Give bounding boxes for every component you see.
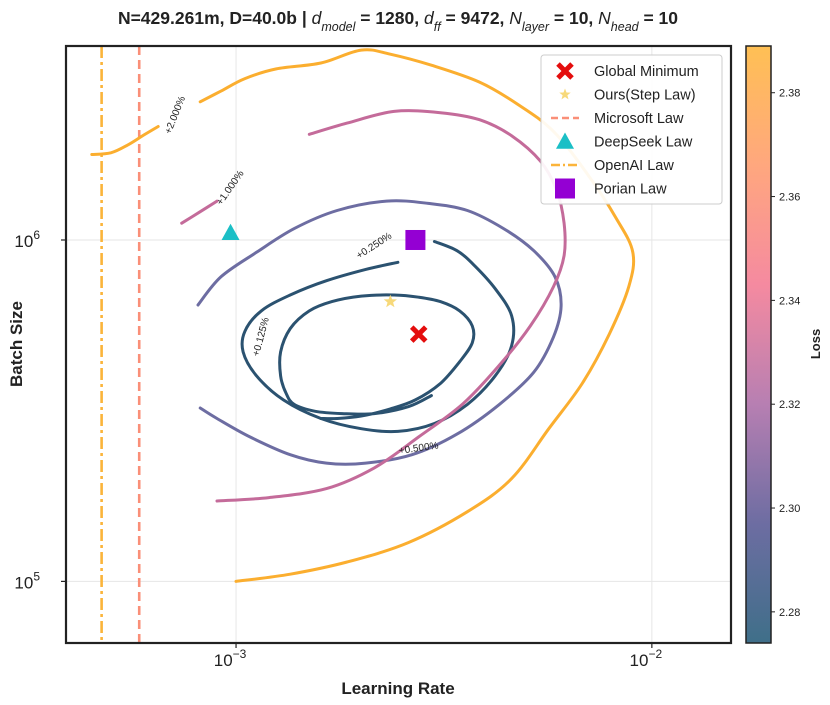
- colorbar-tick-label: 2.36: [779, 192, 800, 204]
- chart-title: N=429.261m, D=40.0b | dmodel = 1280, dff…: [118, 8, 678, 34]
- x-tick-label: 10−2: [630, 647, 663, 670]
- colorbar-tick-label: 2.38: [779, 88, 800, 100]
- global-minimum-marker: [409, 325, 428, 343]
- contour-label-1000: +1.000%: [215, 169, 247, 208]
- colorbar-tick-label: 2.30: [779, 503, 800, 515]
- legend-label: DeepSeek Law: [594, 135, 693, 151]
- porian-law-marker: [405, 229, 426, 250]
- legend: Global Minimum Ours(Step Law) Microsoft La…: [540, 54, 723, 205]
- contour-label-0125: +0.125%: [251, 316, 272, 357]
- contour-line-0500: [196, 199, 563, 466]
- legend-label: Global Minimum: [594, 64, 699, 80]
- contour-line-1000: [215, 109, 567, 503]
- contour-label-0500: +0.500%: [398, 440, 439, 456]
- legend-marker-ours-step-law-: [559, 88, 571, 100]
- x-tick-label: 10−3: [214, 647, 247, 670]
- legend-label: OpenAI Law: [594, 158, 674, 174]
- contour-line-0250: [240, 240, 516, 434]
- x-axis-label: Learning Rate: [341, 679, 454, 698]
- legend-marker-deepseek-law: [556, 132, 574, 149]
- colorbar-gradient: [745, 45, 772, 644]
- y-tick-label: 106: [14, 228, 40, 251]
- contour-label-2000: +2.000%: [163, 95, 188, 136]
- legend-box: [540, 54, 723, 205]
- deepseek-law-marker: [221, 223, 240, 240]
- ours-step-law--marker: [383, 294, 397, 308]
- plot-frame: [64, 44, 733, 645]
- colorbar-tick-label: 2.28: [779, 607, 800, 619]
- contour-label-0250: +0.250%: [355, 231, 394, 262]
- legend-marker-porian-law: [555, 178, 575, 199]
- y-tick-label: 105: [14, 569, 40, 592]
- contour-line-2000-segment: [90, 125, 160, 156]
- y-axis-label: Batch Size: [7, 301, 26, 387]
- legend-label: Porian Law: [594, 182, 667, 198]
- legend-label: Microsoft Law: [594, 111, 684, 127]
- legend-label: Ours(Step Law): [594, 88, 696, 104]
- legend-marker-global-minimum: [556, 62, 574, 80]
- colorbar: 2.28 2.30 2.32 2.34 2.36 2.38 Loss: [745, 45, 823, 644]
- colorbar-tick-label: 2.34: [779, 295, 800, 307]
- contour-line-1000-segment: [180, 199, 219, 225]
- contour-line-0125: [278, 293, 476, 421]
- colorbar-tick-label: 2.32: [779, 399, 800, 411]
- colorbar-label: Loss: [808, 329, 823, 359]
